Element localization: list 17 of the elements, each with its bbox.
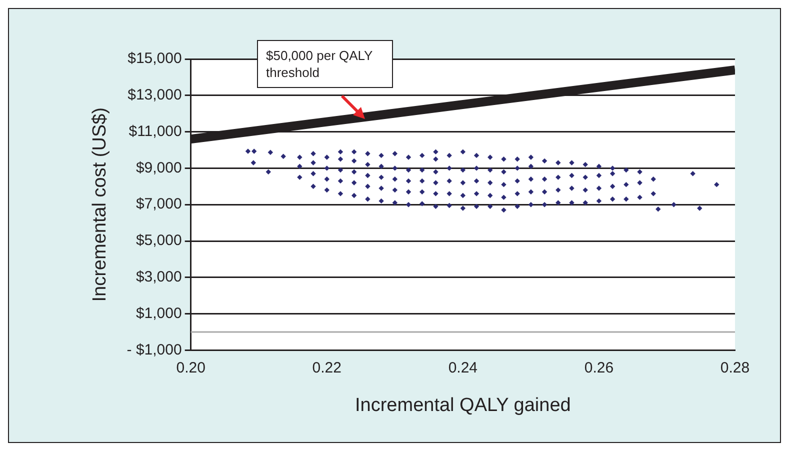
annotation: $50,000 per QALY threshold xyxy=(257,40,393,88)
x-tick-label: 0.20 xyxy=(176,359,206,376)
x-tick-label: 0.26 xyxy=(584,359,614,376)
y-axis-title: Incremental cost (US$) xyxy=(90,107,111,302)
y-tick-label: - $1,000 xyxy=(126,341,182,358)
x-tick-label: 0.22 xyxy=(312,359,342,376)
y-tick-label: $7,000 xyxy=(136,196,182,213)
x-tick-label: 0.28 xyxy=(720,359,750,376)
y-tick-label: $13,000 xyxy=(128,86,182,104)
x-axis-title: Incremental QALY gained xyxy=(355,394,571,416)
y-tick-label: $1,000 xyxy=(136,304,182,322)
y-tick-label: $15,000 xyxy=(128,50,182,68)
x-tick-label: 0.24 xyxy=(448,359,478,376)
y-tick-label: $5,000 xyxy=(136,232,182,250)
y-tick-label: $11,000 xyxy=(128,122,182,140)
y-tick-label: $9,000 xyxy=(136,159,182,176)
y-tick-label: $3,000 xyxy=(136,268,182,286)
